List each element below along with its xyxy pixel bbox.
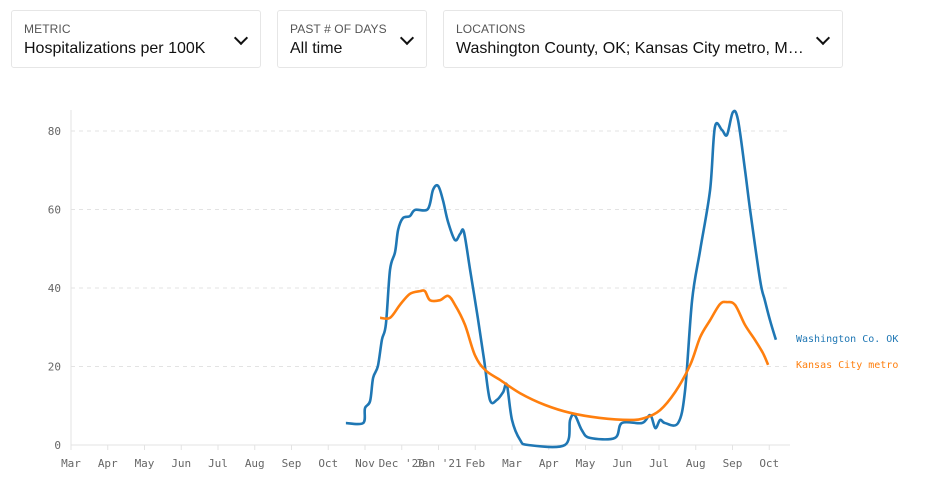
metric-label: METRIC <box>24 22 71 36</box>
y-tick-label: 20 <box>48 361 61 374</box>
x-tick-label: Mar <box>61 457 81 470</box>
series-line-0 <box>345 109 778 449</box>
metric-dropdown[interactable]: METRIC Hospitalizations per 100K <box>11 10 261 68</box>
x-tick-label: Oct <box>318 457 338 470</box>
x-tick-label: Apr <box>98 457 118 470</box>
x-tick-label: Aug <box>245 457 265 470</box>
x-tick-label: Jan '21 <box>415 457 461 470</box>
days-value: All time <box>290 40 343 57</box>
x-tick-label: Sep <box>723 457 743 470</box>
x-tick-label: Apr <box>539 457 559 470</box>
series-label: Washington Co. OK <box>796 334 898 345</box>
days-label: PAST # OF DAYS <box>290 22 387 36</box>
y-tick-label: 60 <box>48 204 61 217</box>
x-tick-label: Feb <box>465 457 485 470</box>
x-tick-label: Dec '20 <box>379 457 425 470</box>
x-tick-label: May <box>576 457 596 470</box>
series-label: Kansas City metro <box>796 360 898 371</box>
y-tick-label: 80 <box>48 125 61 138</box>
x-tick-label: Nov <box>355 457 375 470</box>
y-tick-label: 40 <box>48 282 61 295</box>
x-tick-label: Aug <box>686 457 706 470</box>
x-tick-label: May <box>135 457 155 470</box>
x-tick-label: Jun <box>612 457 632 470</box>
y-tick-label: 0 <box>54 439 61 452</box>
x-tick-label: Jun <box>171 457 191 470</box>
x-tick-label: Sep <box>282 457 302 470</box>
x-tick-label: Mar <box>502 457 522 470</box>
x-tick-label: Jul <box>649 457 669 470</box>
x-tick-label: Jul <box>208 457 228 470</box>
metric-value: Hospitalizations per 100K <box>24 40 206 57</box>
locations-label: LOCATIONS <box>456 22 526 36</box>
series-line-1 <box>379 289 770 422</box>
x-tick-label: Oct <box>759 457 779 470</box>
locations-dropdown[interactable]: LOCATIONS Washington County, OK; Kansas … <box>443 10 843 68</box>
days-dropdown[interactable]: PAST # OF DAYS All time <box>277 10 427 68</box>
